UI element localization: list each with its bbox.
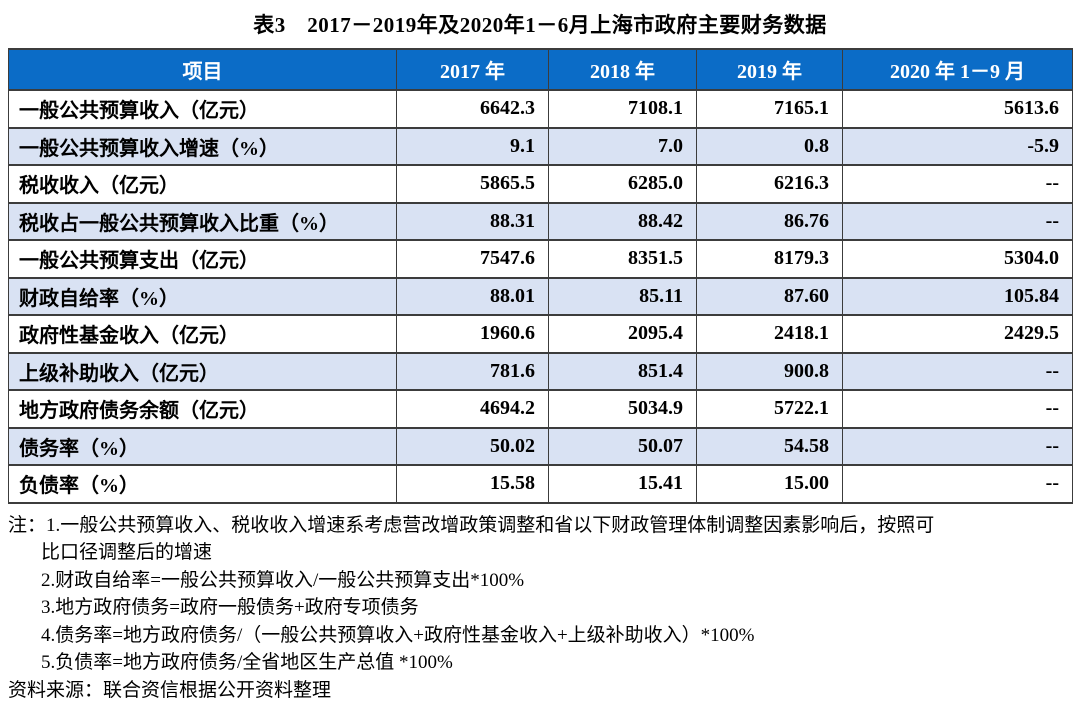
- cell-value: 105.84: [842, 276, 1073, 316]
- note-line-1-wrap: 比口径调整后的增速: [41, 542, 213, 563]
- cell-value: 15.00: [696, 464, 843, 504]
- row-label: 一般公共预算收入（亿元）: [8, 89, 397, 129]
- table-title: 表3 2017－2019年及2020年1－6月上海市政府主要财务数据: [253, 13, 827, 37]
- header-cell-2019: 2019 年: [696, 48, 843, 91]
- cell-value: 2095.4: [548, 314, 697, 354]
- table-row: 税收占一般公共预算收入比重（%） 88.31 88.42 86.76 --: [8, 201, 1073, 241]
- note-line-3: 3.地方政府债务=政府一般债务+政府专项债务: [41, 597, 419, 618]
- table-row: 税收收入（亿元） 5865.5 6285.0 6216.3 --: [8, 164, 1073, 204]
- cell-value: 2418.1: [696, 314, 843, 354]
- header-cell-item: 项目: [8, 48, 397, 91]
- source-line: 资料来源：联合资信根据公开资料整理: [8, 679, 332, 701]
- cell-value: 8351.5: [548, 239, 697, 279]
- table-row: 财政自给率（%） 88.01 85.11 87.60 105.84: [8, 276, 1073, 316]
- cell-value: 50.07: [548, 426, 697, 466]
- header-row: 项目 2017 年 2018 年 2019 年 2020 年 1－9 月: [8, 48, 1073, 91]
- cell-value: -5.9: [842, 126, 1073, 166]
- cell-value: 900.8: [696, 351, 843, 391]
- financial-data-table: 项目 2017 年 2018 年 2019 年 2020 年 1－9 月 一般公…: [8, 48, 1073, 504]
- cell-value: 15.41: [548, 464, 697, 504]
- cell-value: 1960.6: [396, 314, 549, 354]
- row-label: 税收收入（亿元）: [8, 164, 397, 204]
- table-row: 一般公共预算收入增速（%） 9.1 7.0 0.8 -5.9: [8, 126, 1073, 166]
- cell-value: 7165.1: [696, 89, 843, 129]
- table-row: 政府性基金收入（亿元） 1960.6 2095.4 2418.1 2429.5: [8, 314, 1073, 354]
- cell-value: 5865.5: [396, 164, 549, 204]
- cell-value: 4694.2: [396, 389, 549, 429]
- table-row: 上级补助收入（亿元） 781.6 851.4 900.8 --: [8, 351, 1073, 391]
- cell-value: 7.0: [548, 126, 697, 166]
- cell-value: 2429.5: [842, 314, 1073, 354]
- notes-section: 注：1.一般公共预算收入、税收收入增速系考虑营改增政策调整和省以下财政管理体制调…: [8, 512, 1080, 705]
- row-label: 债务率（%）: [8, 426, 397, 466]
- cell-value: 5722.1: [696, 389, 843, 429]
- row-label: 政府性基金收入（亿元）: [8, 314, 397, 354]
- cell-value: --: [842, 464, 1073, 504]
- table-body: 一般公共预算收入（亿元） 6642.3 7108.1 7165.1 5613.6…: [8, 89, 1073, 504]
- note-line-5: 5.负债率=地方政府债务/全省地区生产总值 *100%: [41, 652, 453, 673]
- cell-value: 54.58: [696, 426, 843, 466]
- cell-value: 8179.3: [696, 239, 843, 279]
- cell-value: 7547.6: [396, 239, 549, 279]
- row-label: 上级补助收入（亿元）: [8, 351, 397, 391]
- note-line-4: 4.债务率=地方政府债务/（一般公共预算收入+政府性基金收入+上级补助收入）*1…: [41, 624, 755, 646]
- cell-value: 88.01: [396, 276, 549, 316]
- cell-value: 9.1: [396, 126, 549, 166]
- row-label: 财政自给率（%）: [8, 276, 397, 316]
- cell-value: 6642.3: [396, 89, 549, 129]
- note-line-1: 注：1.一般公共预算收入、税收收入增速系考虑营改增政策调整和省以下财政管理体制调…: [8, 514, 935, 536]
- note-line-2: 2.财政自给率=一般公共预算收入/一般公共预算支出*100%: [41, 569, 525, 591]
- row-label: 一般公共预算支出（亿元）: [8, 239, 397, 279]
- table-row: 一般公共预算收入（亿元） 6642.3 7108.1 7165.1 5613.6: [8, 89, 1073, 129]
- cell-value: 5304.0: [842, 239, 1073, 279]
- row-label: 一般公共预算收入增速（%）: [8, 126, 397, 166]
- table-header: 项目 2017 年 2018 年 2019 年 2020 年 1－9 月: [8, 48, 1073, 91]
- row-label: 地方政府债务余额（亿元）: [8, 389, 397, 429]
- cell-value: 87.60: [696, 276, 843, 316]
- cell-value: 7108.1: [548, 89, 697, 129]
- header-cell-2017: 2017 年: [396, 48, 549, 91]
- cell-value: --: [842, 351, 1073, 391]
- cell-value: 15.58: [396, 464, 549, 504]
- row-label: 税收占一般公共预算收入比重（%）: [8, 201, 397, 241]
- cell-value: 88.42: [548, 201, 697, 241]
- cell-value: 851.4: [548, 351, 697, 391]
- table-row: 一般公共预算支出（亿元） 7547.6 8351.5 8179.3 5304.0: [8, 239, 1073, 279]
- cell-value: --: [842, 201, 1073, 241]
- cell-value: 0.8: [696, 126, 843, 166]
- cell-value: 6285.0: [548, 164, 697, 204]
- cell-value: 5034.9: [548, 389, 697, 429]
- cell-value: 85.11: [548, 276, 697, 316]
- cell-value: 50.02: [396, 426, 549, 466]
- cell-value: --: [842, 389, 1073, 429]
- header-cell-2018: 2018 年: [548, 48, 697, 91]
- cell-value: 88.31: [396, 201, 549, 241]
- header-cell-2020: 2020 年 1－9 月: [842, 48, 1073, 91]
- cell-value: 6216.3: [696, 164, 843, 204]
- table-row: 负债率（%） 15.58 15.41 15.00 --: [8, 464, 1073, 504]
- cell-value: --: [842, 426, 1073, 466]
- cell-value: 781.6: [396, 351, 549, 391]
- cell-value: --: [842, 164, 1073, 204]
- row-label: 负债率（%）: [8, 464, 397, 504]
- cell-value: 86.76: [696, 201, 843, 241]
- cell-value: 5613.6: [842, 89, 1073, 129]
- table-row: 地方政府债务余额（亿元） 4694.2 5034.9 5722.1 --: [8, 389, 1073, 429]
- table-row: 债务率（%） 50.02 50.07 54.58 --: [8, 426, 1073, 466]
